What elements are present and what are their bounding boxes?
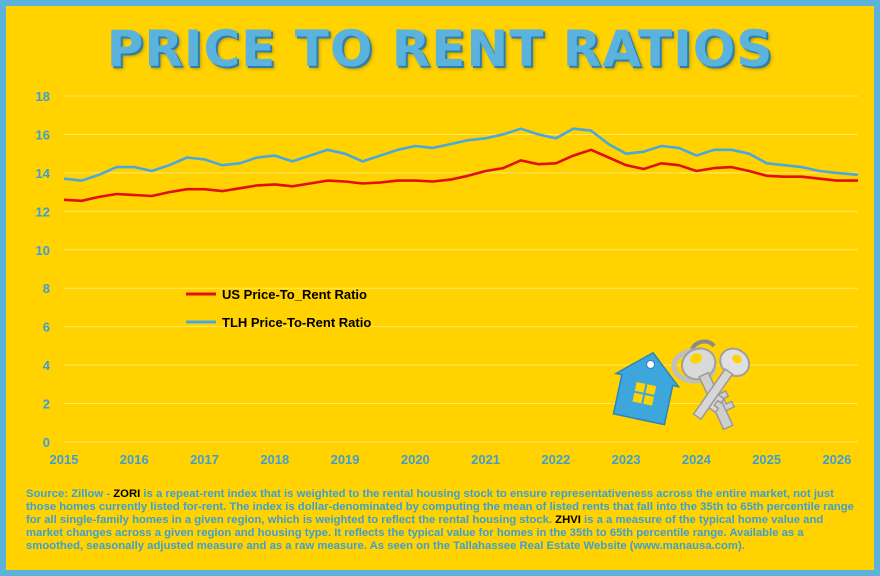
y-tick-label: 0 [43,435,50,450]
zhvi-description: is a a measure of the typical home value… [26,514,824,552]
y-tick-label: 16 [36,127,50,142]
series-line-tlh [63,127,859,182]
x-tick-label: 2026 [822,452,851,467]
legend-label: TLH Price-To-Rent Ratio [222,315,371,330]
y-tick-label: 6 [43,320,50,335]
source-note: Source: Zillow - ZORI is a repeat-rent i… [26,488,856,553]
chart-legend: US Price-To_Rent Ratio TLH Price-To-Rent … [186,287,371,330]
x-tick-label: 2023 [612,452,641,467]
chart-grid [64,95,858,443]
x-tick-label: 2024 [682,452,712,467]
y-tick-label: 14 [36,166,51,181]
y-tick-label: 4 [43,358,51,373]
page-title: PRICE TO RENT RATIOS [106,20,774,78]
zori-term: ZORI [113,488,141,500]
x-tick-label: 2018 [260,452,289,467]
source-prefix: Source: Zillow - [26,488,114,500]
x-tick-label: 2019 [331,452,360,467]
chart-series-lines [63,127,859,203]
infographic-panel: PRICE TO RENT RATIOS 0 2 4 6 8 10 12 14 16 18 201… [6,6,874,570]
y-tick-label: 10 [36,243,50,258]
house-keys-icon [612,339,751,431]
x-tick-label: 2022 [541,452,570,467]
x-tick-label: 2017 [190,452,219,467]
x-tick-label: 2021 [471,452,500,467]
x-tick-label: 2016 [120,452,149,467]
y-axis-tick-labels: 0 2 4 6 8 10 12 14 16 18 [36,89,51,450]
zhvi-term: ZHVI [555,514,581,526]
x-tick-label: 2015 [50,452,79,467]
y-tick-label: 18 [36,89,50,104]
legend-label: US Price-To_Rent Ratio [222,287,367,302]
series-line-us [63,148,858,203]
y-tick-label: 2 [43,397,50,412]
y-tick-label: 12 [36,204,50,219]
y-tick-label: 8 [43,281,50,296]
x-tick-label: 2025 [752,452,781,467]
price-to-rent-chart: 0 2 4 6 8 10 12 14 16 18 2015 2016 2017 2018 2019 2020… [36,89,859,467]
zori-description: is a repeat-rent index that is weighted … [26,488,854,526]
x-tick-label: 2020 [401,452,430,467]
x-axis-tick-labels: 2015 2016 2017 2018 2019 2020 2021 2022 2023 2024… [50,452,852,467]
